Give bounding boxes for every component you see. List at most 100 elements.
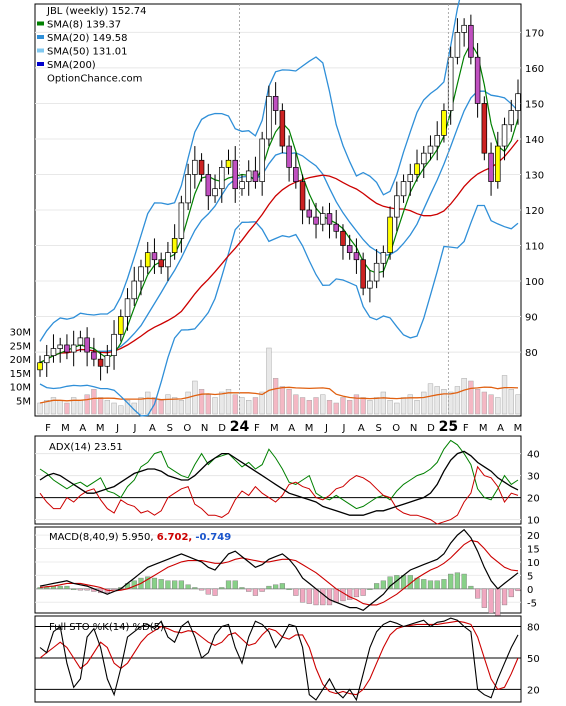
candle-body (192, 159, 198, 175)
volume-tick-label: 30M (10, 328, 31, 339)
x-tick-label: F (463, 423, 469, 434)
candle-body (43, 355, 50, 364)
price-y-axis: 80 90 100 110 120 130 140 150 160 170 (525, 28, 544, 359)
volume-bar (44, 400, 50, 415)
adx-tick-label: 30 (527, 472, 540, 483)
volume-bar (320, 394, 326, 415)
volume-bar (468, 380, 474, 415)
volume-bar (91, 389, 97, 415)
legend-entry: JBL (weekly) 152.74 (46, 6, 147, 17)
volume-bar (414, 400, 420, 415)
candle-body (367, 280, 373, 289)
legend-entry: OptionChance.com (47, 74, 142, 85)
candle-body (333, 223, 339, 232)
volume-bar (286, 389, 292, 415)
macd-histogram-bar (246, 588, 252, 592)
x-tick-label: J (324, 423, 328, 434)
volume-bar (293, 394, 299, 415)
volume-bar (84, 394, 90, 415)
candle-body (306, 209, 313, 218)
macd-tick-label: 5 (527, 571, 533, 582)
volume-bar (138, 397, 144, 415)
macd-histogram-bar (158, 579, 164, 590)
macd-histogram-bar (205, 588, 211, 595)
candle-body (293, 167, 299, 182)
candle-body (111, 333, 117, 356)
macd-histogram-bar (165, 580, 171, 590)
candle-body (259, 138, 265, 182)
volume-bars (37, 347, 521, 415)
volume-bar (266, 347, 272, 415)
volume-bar (124, 400, 131, 415)
candle-body (387, 216, 393, 253)
candle-body (508, 110, 515, 126)
price-tick-label: 100 (525, 277, 544, 288)
macd-histogram-bar (427, 580, 434, 590)
volume-bar (326, 400, 333, 415)
macd-histogram-bar (273, 584, 279, 590)
x-tick-label: N (201, 423, 208, 434)
volume-bar (299, 397, 306, 415)
x-tick-label: A (79, 423, 86, 434)
legend-swatch (37, 48, 44, 53)
volume-average-line (39, 386, 519, 404)
volume-bar (481, 391, 487, 415)
price-tick-label: 110 (525, 242, 544, 253)
candle-body (37, 362, 43, 371)
macd-histogram-bar (380, 580, 386, 590)
x-tick-label: N (410, 423, 417, 434)
candle-body (441, 110, 447, 136)
volume-bar (434, 386, 440, 415)
macd-histogram-bar (434, 580, 440, 590)
volume-bar (515, 394, 521, 415)
x-tick-label: 25 (439, 419, 458, 435)
volume-bar (131, 402, 137, 415)
x-tick-label: F (254, 423, 260, 434)
volume-bar (37, 402, 43, 415)
volume-bar (272, 378, 279, 415)
x-tick-label: M (305, 423, 314, 434)
macd-histogram-bar (313, 588, 319, 606)
price-tick-label: 90 (525, 313, 538, 324)
candle-body (346, 245, 353, 253)
candle-body (104, 355, 111, 367)
price-tick-label: 170 (525, 28, 544, 39)
x-tick-label: M (270, 423, 279, 434)
candle-body (373, 262, 380, 282)
macd-histogram-bar (286, 588, 292, 591)
macd-histogram-bar (508, 588, 514, 598)
volume-bar (488, 394, 494, 415)
candle-body (400, 181, 407, 197)
x-tick-label: M (96, 423, 105, 434)
adx-panel-label: ADX(14) 23.51 (49, 442, 123, 453)
di-plus-line (39, 439, 519, 510)
candle-body (320, 213, 326, 225)
candle-body (144, 252, 151, 268)
macd-tick-label: 20 (527, 531, 540, 542)
macd-histogram-bar (178, 580, 184, 590)
volume-bar (441, 389, 447, 415)
macd-histogram-bar (421, 579, 427, 590)
price-tick-label: 140 (525, 135, 544, 146)
macd-histogram-bar (299, 588, 306, 603)
macd-histogram-bar (374, 583, 380, 590)
candle-body (50, 348, 57, 356)
macd-line (39, 528, 519, 611)
x-tick-label: A (358, 423, 365, 434)
volume-bar (340, 397, 346, 415)
x-tick-label: O (183, 423, 191, 434)
sto-tick-label: 80 (527, 622, 540, 633)
volume-bar (333, 402, 339, 415)
adx-tick-label: 40 (527, 450, 540, 461)
time-x-axis: F M A M J J A S O N D 24 F M A M J J A S O N D 25 F M A M (45, 4, 522, 702)
x-tick-label: J (341, 423, 345, 434)
candle-body (299, 181, 306, 211)
macd-histogram-bar (145, 576, 151, 590)
adx-line (39, 450, 519, 516)
candle-body (454, 32, 461, 58)
volume-bar (198, 389, 205, 415)
candle-body (91, 351, 97, 360)
sto-panel-label: Full STO %K(14) %D(5) (49, 622, 164, 633)
macd-histogram-bar (387, 576, 393, 590)
candle-body (97, 358, 104, 367)
